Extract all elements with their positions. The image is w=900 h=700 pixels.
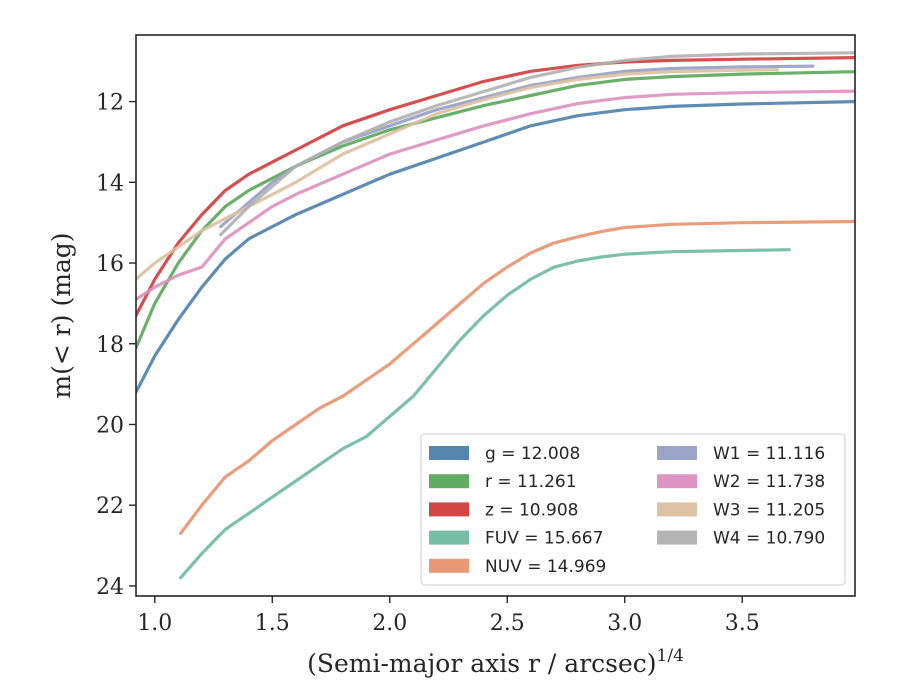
series-line-g xyxy=(136,100,855,394)
series-line-w3 xyxy=(136,68,780,281)
y-tick-label: 16 xyxy=(96,252,124,277)
x-tick-label: 1.0 xyxy=(137,611,172,636)
series-layer xyxy=(136,51,855,580)
legend-label-fuv: FUV = 15.667 xyxy=(485,529,603,549)
x-axis-label-exponent: 1/4 xyxy=(657,646,684,666)
y-tick-label: 12 xyxy=(96,91,124,116)
x-axis: 1.0 1.5 2.0 2.5 3.0 3.5 xyxy=(137,596,760,636)
series-line-w1 xyxy=(219,64,815,229)
legend-label-g: g = 12.008 xyxy=(485,444,580,464)
legend-swatch-w3 xyxy=(657,502,697,517)
plot-frame xyxy=(135,34,856,597)
x-tick-label: 1.5 xyxy=(255,611,290,636)
series-line-w2 xyxy=(136,89,855,301)
y-axis-label: m(< r) (mag) xyxy=(47,232,76,398)
series-line-r xyxy=(136,70,855,350)
x-tick-label: 3.0 xyxy=(607,611,642,636)
legend-label-z: z = 10.908 xyxy=(485,500,578,520)
y-tick-label: 20 xyxy=(96,413,124,438)
legend-label-w1: W1 = 11.116 xyxy=(713,444,825,464)
y-tick-label: 18 xyxy=(96,333,124,358)
y-tick-label: 14 xyxy=(96,171,124,196)
y-tick-label: 24 xyxy=(96,575,124,600)
legend-swatch-fuv xyxy=(429,530,469,545)
legend-swatch-w2 xyxy=(657,474,697,489)
y-tick-label: 22 xyxy=(96,494,124,519)
x-tick-label: 3.5 xyxy=(725,611,760,636)
legend-swatch-z xyxy=(429,502,469,517)
legend-swatch-r xyxy=(429,474,469,489)
legend-swatch-w1 xyxy=(657,446,697,460)
series-line-nuv xyxy=(179,219,855,535)
legend-swatch-w4 xyxy=(657,530,697,545)
x-axis-label: (Semi-major axis r / arcsec)1/4 xyxy=(307,646,684,678)
series-line-fuv xyxy=(179,248,791,580)
legend-swatch-nuv xyxy=(429,558,469,573)
x-axis-label-text: (Semi-major axis r / arcsec) xyxy=(307,649,656,678)
legend-label-w2: W2 = 11.738 xyxy=(713,472,825,492)
y-axis: 12 14 16 18 20 22 24 xyxy=(96,91,136,600)
legend-box xyxy=(420,433,846,586)
legend-label-w4: W4 = 10.790 xyxy=(713,529,825,549)
legend-label-r: r = 11.261 xyxy=(485,472,577,492)
legend-swatch-g xyxy=(429,446,469,460)
series-line-z xyxy=(136,56,855,318)
x-tick-label: 2.0 xyxy=(372,611,407,636)
legend-label-nuv: NUV = 14.969 xyxy=(485,557,606,577)
legend-label-w3: W3 = 11.205 xyxy=(713,500,825,520)
legend: g = 12.008 r = 11.261 z = 10.908 FUV = 15.6… xyxy=(420,433,846,586)
series-line-w4 xyxy=(219,51,855,237)
x-tick-label: 2.5 xyxy=(490,611,525,636)
